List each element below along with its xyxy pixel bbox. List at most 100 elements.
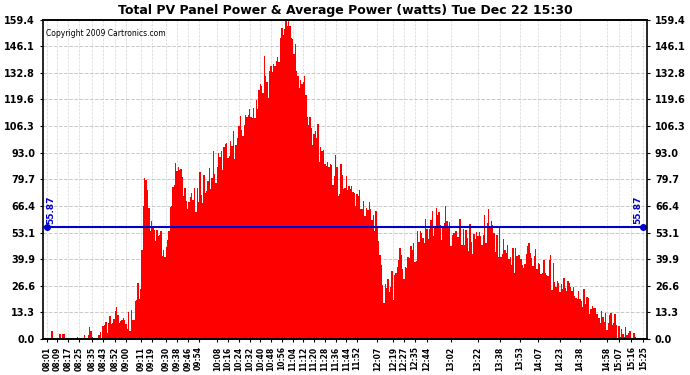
- Bar: [326, 166, 327, 339]
- Bar: [589, 314, 590, 339]
- Bar: [368, 202, 370, 339]
- Bar: [405, 267, 406, 339]
- Bar: [331, 165, 333, 339]
- Bar: [313, 134, 315, 339]
- Bar: [509, 259, 510, 339]
- Bar: [475, 239, 476, 339]
- Bar: [431, 220, 432, 339]
- Bar: [476, 232, 477, 339]
- Bar: [520, 259, 522, 339]
- Bar: [262, 93, 264, 339]
- Bar: [219, 158, 221, 339]
- Bar: [504, 250, 506, 339]
- Bar: [130, 309, 132, 339]
- Bar: [151, 221, 152, 339]
- Bar: [446, 220, 448, 339]
- Bar: [146, 180, 147, 339]
- Bar: [117, 315, 119, 339]
- Bar: [224, 147, 225, 339]
- Bar: [543, 260, 544, 339]
- Bar: [437, 215, 438, 339]
- Bar: [428, 239, 429, 339]
- Bar: [246, 117, 248, 339]
- Bar: [309, 117, 310, 339]
- Bar: [121, 320, 123, 339]
- Bar: [340, 164, 342, 339]
- Bar: [244, 125, 245, 339]
- Bar: [480, 237, 482, 339]
- Bar: [163, 251, 164, 339]
- Bar: [609, 315, 611, 339]
- Bar: [222, 170, 224, 339]
- Bar: [580, 299, 581, 339]
- Bar: [186, 201, 187, 339]
- Bar: [546, 275, 547, 339]
- Bar: [272, 72, 273, 339]
- Bar: [586, 297, 587, 339]
- Bar: [205, 193, 206, 339]
- Bar: [590, 309, 591, 339]
- Bar: [89, 327, 90, 339]
- Bar: [119, 323, 120, 339]
- Bar: [188, 202, 190, 339]
- Bar: [452, 236, 453, 339]
- Bar: [312, 146, 313, 339]
- Bar: [462, 229, 464, 339]
- Bar: [516, 256, 518, 339]
- Bar: [384, 284, 386, 339]
- Bar: [265, 76, 266, 339]
- Bar: [547, 276, 549, 339]
- Bar: [595, 314, 597, 339]
- Bar: [550, 255, 551, 339]
- Bar: [617, 338, 618, 339]
- Bar: [129, 331, 130, 339]
- Bar: [157, 236, 159, 339]
- Bar: [307, 117, 308, 339]
- Bar: [593, 308, 594, 339]
- Bar: [642, 338, 644, 339]
- Bar: [561, 284, 562, 339]
- Bar: [351, 186, 353, 339]
- Bar: [549, 260, 550, 339]
- Bar: [560, 292, 561, 339]
- Bar: [337, 196, 339, 339]
- Bar: [59, 334, 61, 339]
- Bar: [257, 109, 258, 339]
- Bar: [440, 225, 441, 339]
- Bar: [598, 318, 600, 339]
- Bar: [362, 209, 363, 339]
- Bar: [126, 324, 127, 339]
- Bar: [531, 258, 533, 339]
- Bar: [451, 246, 452, 339]
- Bar: [611, 313, 612, 339]
- Bar: [601, 311, 602, 339]
- Bar: [433, 236, 434, 339]
- Bar: [228, 158, 229, 339]
- Bar: [503, 238, 504, 339]
- Bar: [479, 232, 480, 339]
- Bar: [179, 170, 180, 339]
- Bar: [136, 300, 137, 339]
- Bar: [445, 206, 446, 339]
- Bar: [515, 248, 516, 339]
- Bar: [99, 335, 100, 339]
- Bar: [90, 331, 92, 339]
- Bar: [350, 189, 351, 339]
- Bar: [581, 301, 582, 339]
- Bar: [242, 136, 244, 339]
- Bar: [270, 66, 272, 339]
- Bar: [542, 273, 543, 339]
- Bar: [241, 130, 242, 339]
- Bar: [367, 210, 368, 339]
- Bar: [127, 329, 128, 339]
- Bar: [120, 321, 121, 339]
- Bar: [402, 268, 404, 339]
- Bar: [123, 318, 124, 339]
- Bar: [499, 228, 500, 339]
- Bar: [63, 334, 65, 339]
- Bar: [168, 231, 170, 339]
- Bar: [213, 151, 214, 339]
- Bar: [466, 238, 468, 339]
- Bar: [496, 235, 497, 339]
- Bar: [566, 291, 567, 339]
